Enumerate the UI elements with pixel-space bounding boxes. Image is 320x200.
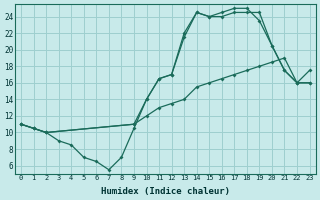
X-axis label: Humidex (Indice chaleur): Humidex (Indice chaleur)	[101, 187, 230, 196]
